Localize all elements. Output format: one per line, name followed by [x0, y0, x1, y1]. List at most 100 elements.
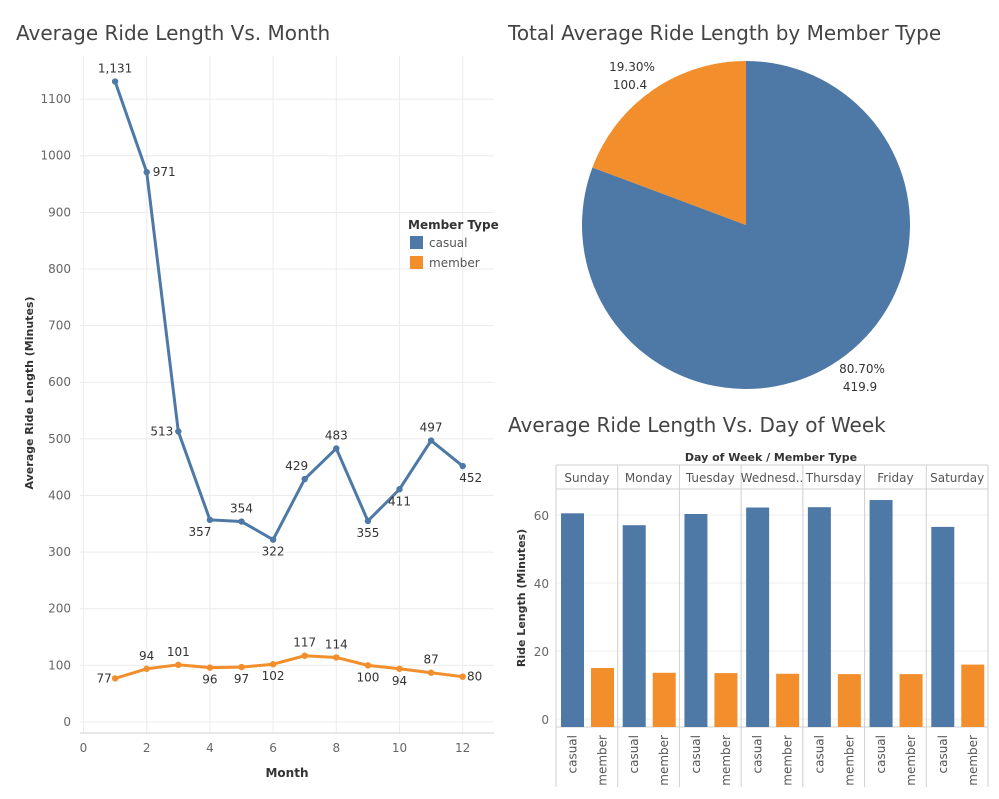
- casual-point: [143, 168, 150, 176]
- y-tick-label: 900: [48, 205, 71, 219]
- member-type-tick-label: member: [904, 735, 918, 786]
- member-point: [333, 654, 340, 661]
- pie-percent-label: 80.70%: [839, 362, 885, 376]
- casual-point: [111, 78, 119, 85]
- member-bar: [837, 674, 861, 727]
- casual-data-label: 357: [188, 525, 211, 539]
- x-tick-label: 10: [392, 741, 407, 755]
- y-tick-label: 700: [48, 319, 71, 333]
- day-header-label: Sunday: [564, 471, 609, 485]
- x-tick-label: 2: [143, 741, 151, 755]
- member-bar: [899, 674, 923, 727]
- casual-bar: [746, 507, 770, 727]
- casual-point: [269, 536, 277, 543]
- bar-y-tick-label: 20: [534, 645, 549, 659]
- y-tick-label: 0: [63, 715, 71, 729]
- member-point: [206, 664, 214, 671]
- casual-point: [206, 516, 214, 524]
- member-type-tick-label: casual: [751, 735, 765, 774]
- y-axis-title: Average Ride Length (Minutes): [23, 297, 36, 490]
- member-point: [301, 652, 308, 659]
- member-data-label: 94: [392, 674, 407, 688]
- casual-point: [175, 428, 182, 435]
- member-type-tick-label: casual: [627, 735, 641, 774]
- member-type-tick-label: casual: [812, 735, 826, 774]
- pie-percent-label: 19.30%: [609, 60, 655, 74]
- casual-data-label: 322: [262, 545, 285, 559]
- x-tick-label: 12: [455, 741, 470, 755]
- casual-bar: [622, 525, 646, 727]
- member-point: [427, 669, 435, 676]
- member-type-tick-label: member: [657, 735, 671, 786]
- casual-data-label: 513: [150, 424, 173, 438]
- member-type-tick-label: member: [781, 735, 795, 786]
- member-data-label: 96: [202, 673, 217, 687]
- casual-data-label: 429: [285, 459, 308, 473]
- casual-data-label: 411: [388, 494, 411, 508]
- casual-point: [333, 445, 340, 452]
- member-data-label: 94: [139, 649, 154, 663]
- pie-value-label: 419.9: [843, 380, 877, 394]
- y-tick-label: 500: [48, 432, 71, 446]
- member-type-tick-label: casual: [566, 735, 580, 774]
- casual-point: [427, 437, 435, 444]
- day-header-label: Saturday: [930, 471, 984, 485]
- member-type-tick-label: member: [596, 735, 610, 786]
- member-data-label: 100: [356, 670, 379, 684]
- y-tick-label: 200: [48, 602, 71, 616]
- member-bar: [591, 668, 614, 727]
- member-data-label: 114: [325, 637, 348, 651]
- member-data-label: 87: [423, 653, 438, 667]
- casual-data-label: 971: [153, 165, 176, 179]
- member-bar: [652, 672, 676, 727]
- pie-slice-member: [592, 61, 746, 225]
- member-point: [143, 665, 150, 672]
- member-type-tick-label: casual: [689, 735, 703, 774]
- member-bar: [961, 664, 985, 727]
- member-data-label: 101: [167, 645, 190, 659]
- pie-chart: 80.70% 419.9 19.30% 100.4: [582, 60, 910, 394]
- member-data-label: 97: [234, 672, 249, 686]
- member-type-tick-label: casual: [874, 735, 888, 774]
- casual-bar: [869, 500, 893, 727]
- legend-swatch: [410, 256, 423, 269]
- pie-chart-title: Total Average Ride Length by Member Type: [508, 21, 942, 45]
- member-point: [396, 665, 403, 672]
- casual-point: [364, 517, 372, 525]
- y-tick-label: 1100: [40, 92, 71, 106]
- member-point: [238, 663, 245, 671]
- member-data-label: 80: [467, 670, 482, 684]
- x-tick-label: 4: [206, 741, 214, 755]
- casual-data-label: 354: [230, 502, 253, 516]
- member-point: [364, 662, 372, 669]
- member-type-tick-label: member: [719, 735, 733, 786]
- legend-label: member: [429, 256, 480, 270]
- day-header-label: Friday: [877, 471, 913, 485]
- casual-bar: [807, 507, 831, 727]
- legend-swatch: [410, 236, 423, 249]
- bar-y-tick-label: 0: [541, 713, 549, 727]
- member-point: [175, 661, 182, 669]
- member-data-label: 77: [96, 671, 111, 685]
- pie-value-label: 100.4: [613, 78, 647, 92]
- member-point: [459, 673, 466, 680]
- casual-point: [301, 475, 308, 483]
- member-type-tick-label: member: [966, 735, 980, 786]
- bar-y-tick-label: 60: [534, 509, 549, 523]
- member-data-label: 117: [293, 636, 316, 650]
- x-tick-label: 0: [80, 741, 88, 755]
- y-tick-label: 600: [48, 375, 71, 389]
- member-type-tick-label: casual: [936, 735, 950, 774]
- x-tick-label: 8: [332, 741, 340, 755]
- casual-data-label: 452: [459, 471, 482, 485]
- y-tick-label: 1000: [40, 149, 71, 163]
- bar-chart: Day of Week / Member Type Ride Length (Mi…: [515, 451, 989, 787]
- bar-y-axis-title: Ride Length (Minutes): [515, 529, 528, 667]
- y-tick-label: 100: [48, 658, 71, 672]
- casual-bar: [931, 526, 955, 727]
- casual-point: [396, 486, 403, 493]
- casual-data-label: 1,131: [98, 62, 132, 76]
- casual-bar: [561, 513, 584, 727]
- x-tick-label: 6: [269, 741, 277, 755]
- casual-point: [238, 518, 245, 525]
